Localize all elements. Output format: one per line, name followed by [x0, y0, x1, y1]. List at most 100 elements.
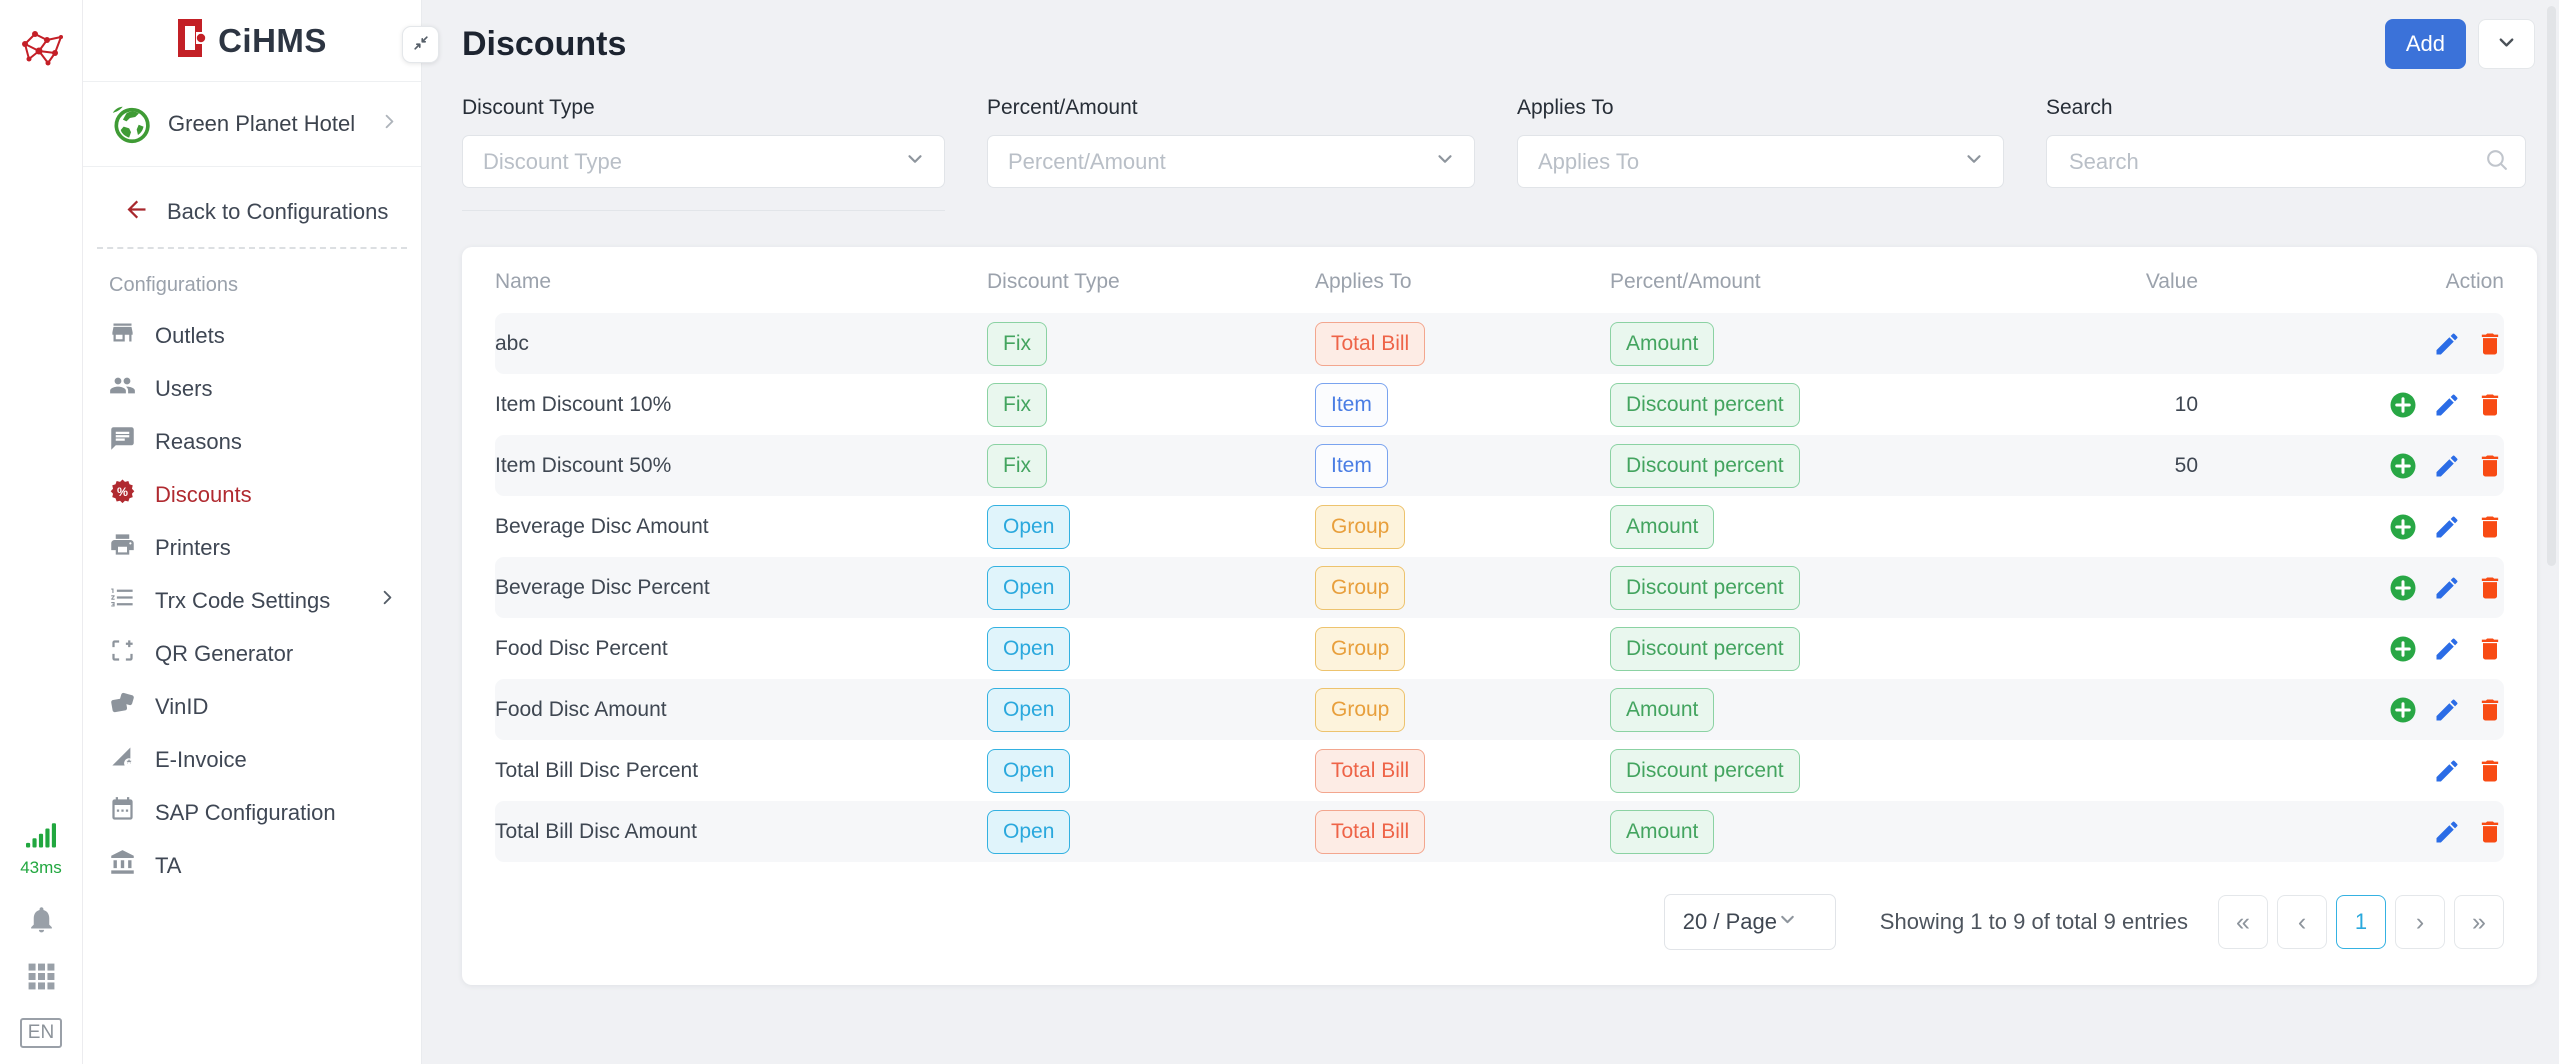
column-header-applies-to: Applies To — [1315, 270, 1412, 293]
delete-button[interactable] — [2476, 635, 2504, 663]
select-placeholder: Percent/Amount — [1008, 148, 1166, 174]
sidebar-collapse-button[interactable] — [402, 26, 439, 63]
row-discount-type: Fix — [987, 443, 1315, 488]
pager: «‹ 1 ›» — [2218, 895, 2504, 949]
delete-button[interactable] — [2476, 696, 2504, 724]
row-applies-to: Group — [1315, 565, 1610, 610]
edit-button[interactable] — [2433, 513, 2461, 541]
sidebar-item-ta[interactable]: TA — [83, 839, 421, 892]
app-logo-text: CiHMS — [218, 21, 327, 59]
open-badge: Open — [987, 565, 1071, 610]
row-value: 10 — [2174, 392, 2198, 416]
delete-button[interactable] — [2476, 330, 2504, 358]
cihms-logo-icon — [177, 18, 208, 63]
item-badge: Item — [1315, 443, 1388, 488]
chevron-down-icon — [1963, 148, 1985, 175]
delete-button[interactable] — [2476, 452, 2504, 480]
row-value: 50 — [2174, 453, 2198, 477]
sidebar-item-label: SAP Configuration — [155, 799, 336, 825]
sidebar-item-outlets[interactable]: Outlets — [83, 309, 421, 362]
delete-button[interactable] — [2476, 757, 2504, 785]
divider — [97, 247, 407, 249]
sidebar-item-users[interactable]: Users — [83, 362, 421, 415]
row-name: Total Bill Disc Amount — [495, 819, 697, 843]
filter-percent-amount: Percent/Amount Percent/Amount — [987, 96, 1475, 188]
language-toggle[interactable]: EN — [19, 1018, 63, 1048]
network-icon — [17, 24, 65, 72]
last-page-button[interactable]: » — [2454, 895, 2504, 949]
add-button[interactable] — [2388, 573, 2418, 603]
edit-button[interactable] — [2433, 452, 2461, 480]
back-to-configurations[interactable]: Back to Configurations — [83, 187, 421, 237]
select-placeholder: Applies To — [1538, 148, 1640, 174]
row-discount-type: Open — [987, 687, 1315, 732]
sidebar-item-trx-code-settings[interactable]: Trx Code Settings — [83, 574, 421, 627]
row-name: Beverage Disc Percent — [495, 575, 710, 599]
discount-percent-badge: Discount percent — [1610, 565, 1800, 610]
discount-percent-badge: Discount percent — [1610, 748, 1800, 793]
sidebar-item-e-invoice[interactable]: E-Invoice — [83, 733, 421, 786]
sidebar-item-sap-configuration[interactable]: SAP Configuration — [83, 786, 421, 839]
sidebar-item-label: E-Invoice — [155, 746, 247, 772]
edit-button[interactable] — [2433, 696, 2461, 724]
column-header-name: Name — [495, 270, 552, 293]
apps-grid-icon[interactable] — [26, 961, 57, 992]
edit-button[interactable] — [2433, 818, 2461, 846]
delete-button[interactable] — [2476, 818, 2504, 846]
filter-search: Search — [2046, 96, 2526, 188]
sidebar-item-label: Discounts — [155, 481, 252, 507]
sidebar-item-printers[interactable]: Printers — [83, 521, 421, 574]
chevron-down-icon — [904, 148, 926, 175]
add-dropdown-button[interactable] — [2478, 19, 2535, 69]
open-badge: Open — [987, 809, 1071, 854]
edit-button[interactable] — [2433, 330, 2461, 358]
sidebar-item-discounts[interactable]: % Discounts — [83, 468, 421, 521]
bell-icon[interactable] — [26, 904, 57, 935]
collapse-icon — [411, 33, 431, 56]
sidebar-item-reasons[interactable]: Reasons — [83, 415, 421, 468]
hotel-selector[interactable]: Green Planet Hotel — [83, 82, 421, 167]
discounts-table-card: Name Discount Type Applies To Percent/Am… — [462, 247, 2537, 985]
pagination-summary: Showing 1 to 9 of total 9 entries — [1879, 909, 2188, 934]
row-percent-amount: Discount percent — [1610, 443, 2048, 488]
percent-amount-select[interactable]: Percent/Amount — [987, 135, 1475, 188]
row-applies-to: Total Bill — [1315, 809, 1610, 854]
sidebar-item-label: Outlets — [155, 322, 225, 348]
delete-button[interactable] — [2476, 513, 2504, 541]
add-button[interactable] — [2388, 512, 2418, 542]
row-applies-to: Group — [1315, 626, 1610, 671]
filter-label: Discount Type — [462, 96, 595, 119]
column-header-value: Value — [2145, 270, 2198, 293]
sidebar-item-qr-generator[interactable]: QR Generator — [83, 627, 421, 680]
bank-icon — [109, 849, 136, 882]
first-page-button[interactable]: « — [2218, 895, 2268, 949]
discount-type-select[interactable]: Discount Type — [462, 135, 945, 188]
applies-to-select[interactable]: Applies To — [1517, 135, 2004, 188]
edit-button[interactable] — [2433, 757, 2461, 785]
add-button[interactable] — [2388, 390, 2418, 420]
delete-button[interactable] — [2476, 391, 2504, 419]
add-button[interactable] — [2388, 695, 2418, 725]
filter-label: Percent/Amount — [987, 96, 1138, 119]
table-row: Item Discount 50% Fix Item Discount percent… — [495, 435, 2504, 496]
add-button[interactable] — [2388, 634, 2418, 664]
edit-button[interactable] — [2433, 635, 2461, 663]
page-size-select[interactable]: 20 / Page — [1663, 894, 1836, 950]
sidebar-item-vinid[interactable]: VinID — [83, 680, 421, 733]
filter-bar: Discount Type Discount Type Percent/Amou… — [462, 96, 2526, 188]
add-button[interactable] — [2388, 451, 2418, 481]
row-discount-type: Open — [987, 809, 1315, 854]
prev-page-button[interactable]: ‹ — [2277, 895, 2327, 949]
row-percent-amount: Amount — [1610, 809, 2048, 854]
delete-button[interactable] — [2476, 574, 2504, 602]
page-scrollbar[interactable] — [2547, 6, 2556, 566]
page-1-button[interactable]: 1 — [2336, 895, 2386, 949]
add-button[interactable]: Add — [2384, 19, 2466, 69]
table-row: Beverage Disc Percent Open Group Discount p… — [495, 557, 2504, 618]
edit-button[interactable] — [2433, 391, 2461, 419]
next-page-button[interactable]: › — [2395, 895, 2445, 949]
users-icon — [109, 372, 136, 405]
search-input[interactable] — [2067, 147, 2484, 176]
edit-button[interactable] — [2433, 574, 2461, 602]
row-name: abc — [495, 331, 529, 355]
